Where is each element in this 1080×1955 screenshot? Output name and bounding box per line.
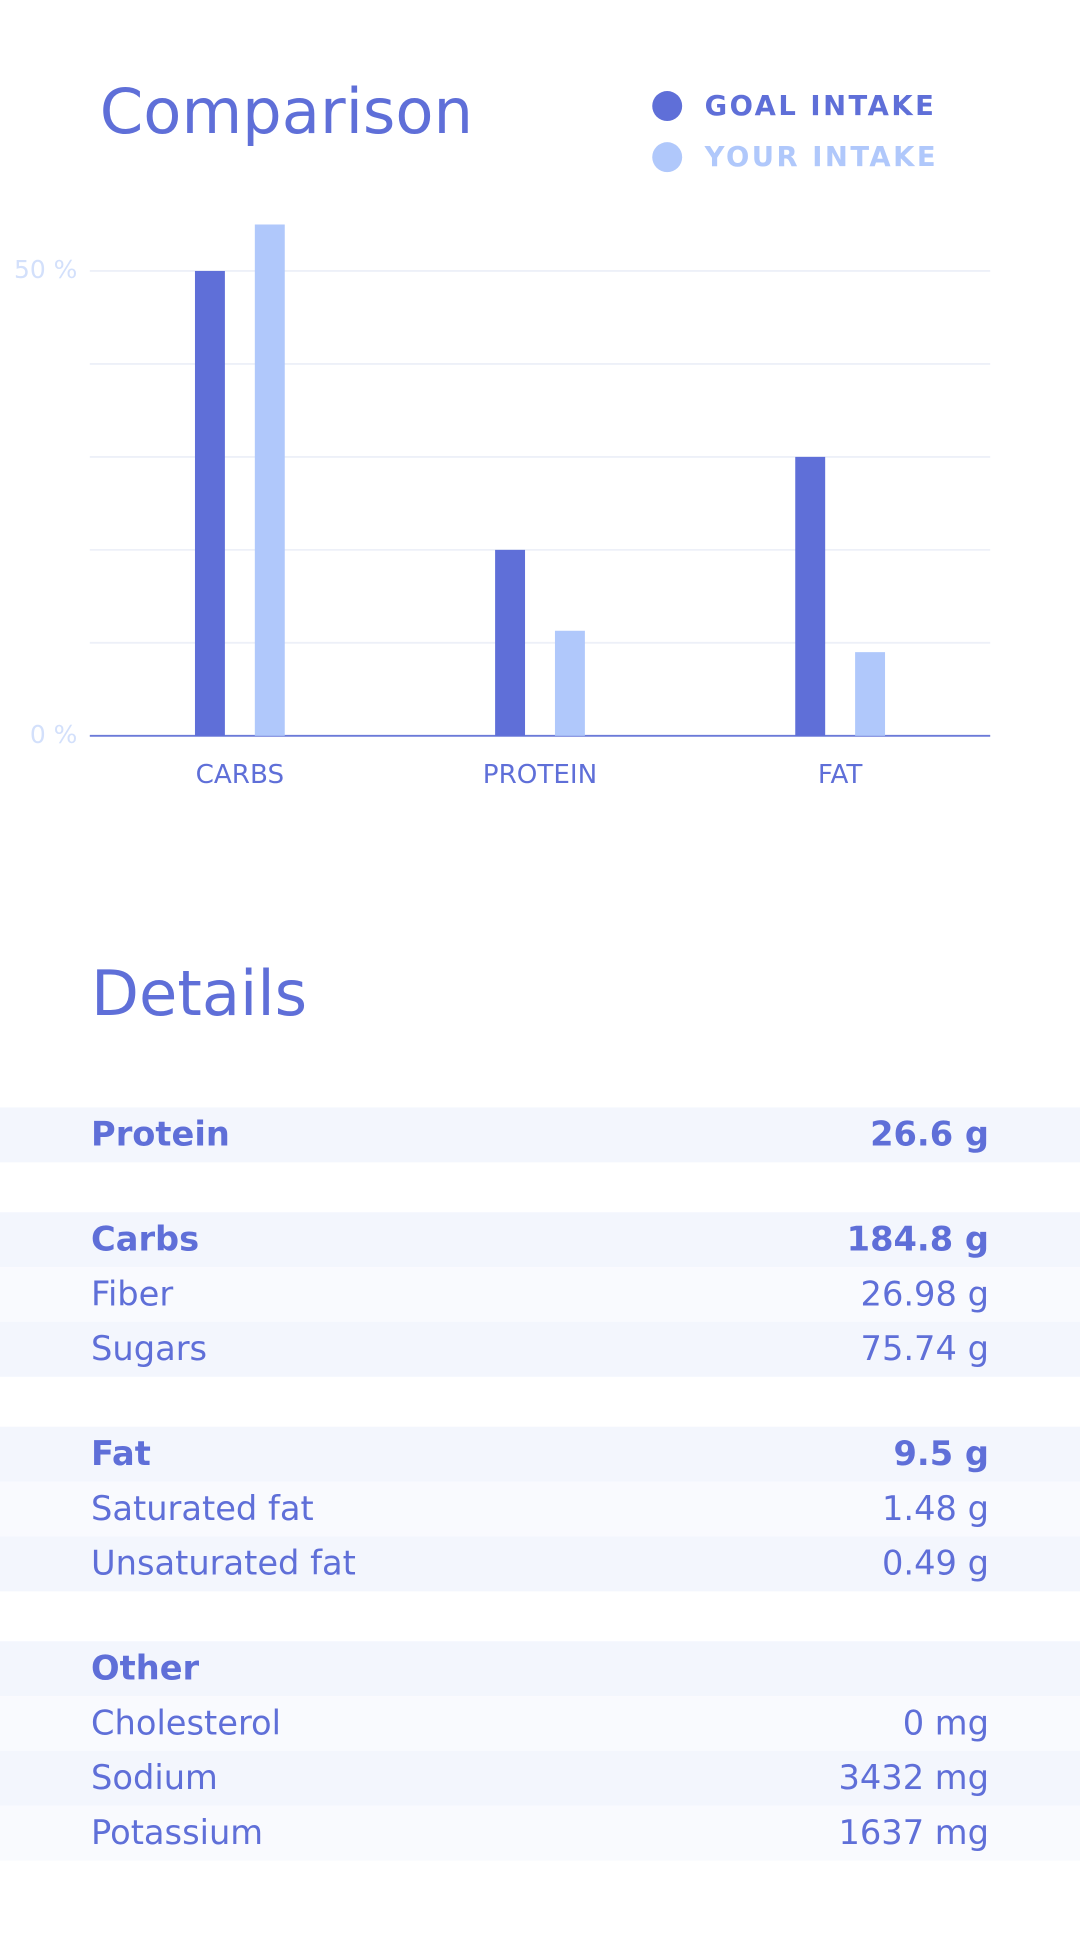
x-tick-label: FAT [818, 760, 864, 790]
row-value: 1.48 g [882, 1489, 989, 1528]
bar [254, 224, 285, 736]
row-background [0, 1321, 1080, 1377]
row-label: Other [91, 1648, 199, 1687]
details-title: Details [91, 957, 307, 1030]
row-label: Protein [91, 1115, 230, 1154]
row-label: Saturated fat [91, 1489, 314, 1528]
row-background [0, 1267, 1080, 1322]
row-value: 9.5 g [894, 1434, 989, 1473]
bar [194, 270, 225, 736]
row-label: Potassium [91, 1813, 263, 1852]
row-background [0, 1750, 1080, 1806]
row-value: 3432 mg [838, 1758, 989, 1797]
legend-swatch [652, 91, 683, 121]
y-tick-label: 0 % [30, 720, 78, 749]
legend-swatch [652, 142, 683, 173]
row-background [0, 1805, 1080, 1861]
row-value: 75.74 g [861, 1329, 989, 1368]
row-label: Sodium [91, 1758, 218, 1797]
row-background [0, 1536, 1080, 1592]
bar [795, 456, 826, 736]
chart-title: Comparison [100, 75, 473, 148]
row-background [0, 1481, 1080, 1537]
bar [855, 652, 886, 736]
row-background [0, 1641, 1080, 1697]
legend-label: YOUR INTAKE [704, 142, 939, 173]
row-value: 26.98 g [861, 1274, 989, 1313]
y-tick-label: 50 % [14, 255, 77, 284]
row-label: Fiber [91, 1274, 173, 1313]
legend-label: GOAL INTAKE [705, 91, 937, 122]
x-tick-label: CARBS [196, 760, 284, 790]
row-value: 1637 mg [838, 1813, 989, 1852]
row-label: Unsaturated fat [91, 1544, 356, 1583]
bar [495, 549, 526, 736]
x-tick-label: PROTEIN [483, 760, 597, 790]
row-background [0, 1212, 1080, 1268]
row-label: Cholesterol [91, 1703, 281, 1742]
row-value: 184.8 g [847, 1219, 989, 1258]
row-background [0, 1696, 1080, 1751]
row-background [0, 1107, 1080, 1163]
row-label: Sugars [91, 1329, 207, 1368]
row-value: 26.6 g [870, 1115, 989, 1154]
row-background [0, 1426, 1080, 1482]
row-label: Fat [91, 1434, 151, 1473]
row-value: 0 mg [903, 1703, 989, 1742]
row-label: Carbs [91, 1219, 199, 1258]
bar [554, 630, 585, 736]
row-value: 0.49 g [882, 1544, 989, 1583]
